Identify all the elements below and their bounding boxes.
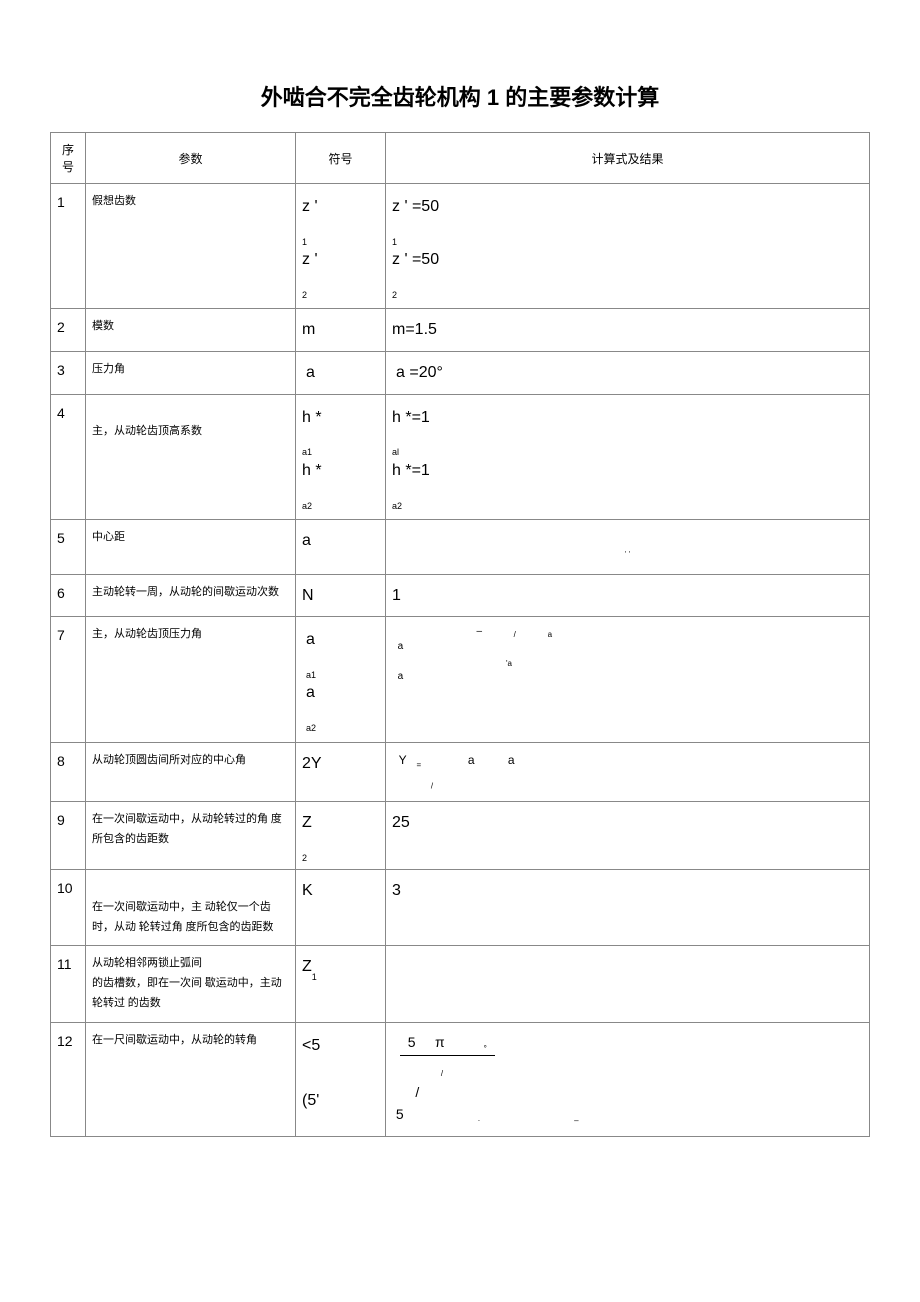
sym-text: h *	[302, 409, 322, 426]
sym-cell: Z1	[296, 946, 386, 1022]
sym-sub: 1	[302, 237, 307, 247]
calc-cell: 3	[386, 870, 870, 946]
calc-cell	[386, 946, 870, 1022]
sym-sub: a1	[306, 670, 316, 680]
sym-text: Z	[302, 958, 312, 975]
sym-cell: Z2	[296, 801, 386, 869]
sym-text: h *	[302, 462, 322, 479]
sym-text: Z	[302, 814, 312, 831]
param-cell: 在一次间歇运动中，主 动轮仅一个齿时，从动 轮转过角 度所包含的齿距数	[86, 870, 296, 946]
sym-cell: <5 (5'	[296, 1022, 386, 1136]
calc-cell: z ' =50 1 z ' =50 2	[386, 184, 870, 309]
param-cell: 主动轮转一周，从动轮的间歇运动次数	[86, 574, 296, 617]
seq-cell: 11	[51, 946, 86, 1022]
sym-cell: a	[296, 519, 386, 574]
seq-cell: 5	[51, 519, 86, 574]
param-cell: 从动轮相邻两锁止弧间 的齿槽数，即在一次间 歇运动中，主动轮转过 的齿数	[86, 946, 296, 1022]
sym-cell: N	[296, 574, 386, 617]
calc-cell: 25	[386, 801, 870, 869]
sym-text: a	[306, 631, 315, 648]
calc-cell: m=1.5	[386, 309, 870, 352]
sym-cell: m	[296, 309, 386, 352]
header-sym: 符号	[296, 133, 386, 184]
calc-text: z ' =50	[392, 198, 439, 215]
seq-cell: 6	[51, 574, 86, 617]
calc-cell: ' '	[386, 519, 870, 574]
param-cell: 压力角	[86, 351, 296, 394]
sym-cell: a a1 a a2	[296, 617, 386, 742]
seq-cell: 7	[51, 617, 86, 742]
calc-cell: 5 π ° / / 5 · –	[386, 1022, 870, 1136]
calc-sub: al	[392, 447, 399, 457]
table-row: 1 假想齿数 z ' 1 z ' 2 z ' =50 1 z ' =50 2	[51, 184, 870, 309]
sym-cell: K	[296, 870, 386, 946]
sym-cell: h * a1 h * a2	[296, 394, 386, 519]
sym-sub: 2	[302, 853, 307, 863]
table-row: 9 在一次间歇运动中，从动轮转过的角 度所包含的齿距数 Z2 25	[51, 801, 870, 869]
parameter-table: 序号 参数 符号 计算式及结果 1 假想齿数 z ' 1 z ' 2 z ' =50…	[50, 132, 870, 1137]
table-row: 8 从动轮顶圆齿间所对应的中心角 2Y Y = a a /	[51, 742, 870, 801]
param-cell: 假想齿数	[86, 184, 296, 309]
calc-sub: 2	[392, 290, 397, 300]
sym-sub: a1	[302, 447, 312, 457]
sym-sub: 1	[312, 972, 317, 982]
calc-text: h *=1	[392, 462, 430, 479]
table-row: 6 主动轮转一周，从动轮的间歇运动次数 N 1	[51, 574, 870, 617]
seq-cell: 8	[51, 742, 86, 801]
table-row: 2 模数 m m=1.5	[51, 309, 870, 352]
param-cell: 在一尺间歇运动中，从动轮的转角	[86, 1022, 296, 1136]
seq-cell: 1	[51, 184, 86, 309]
sym-text: z '	[302, 198, 318, 215]
param-cell: 主，从动轮齿顶压力角	[86, 617, 296, 742]
param-cell: 从动轮顶圆齿间所对应的中心角	[86, 742, 296, 801]
param-cell: 主，从动轮齿顶高系数	[86, 394, 296, 519]
sym-sub: a2	[302, 501, 312, 511]
calc-text: h *=1	[392, 409, 430, 426]
calc-sub: 1	[392, 237, 397, 247]
table-row: 5 中心距 a ' '	[51, 519, 870, 574]
table-row: 10 在一次间歇运动中，主 动轮仅一个齿时，从动 轮转过角 度所包含的齿距数 K…	[51, 870, 870, 946]
calc-cell: Y = a a /	[386, 742, 870, 801]
calc-cell: h *=1 al h *=1 a2	[386, 394, 870, 519]
calc-sub: a2	[392, 501, 402, 511]
table-row: 4 主，从动轮齿顶高系数 h * a1 h * a2 h *=1 al h *=1 a2	[51, 394, 870, 519]
seq-cell: 12	[51, 1022, 86, 1136]
sym-cell: a	[296, 351, 386, 394]
header-calc: 计算式及结果	[386, 133, 870, 184]
calc-cell: – / a a 'a a	[386, 617, 870, 742]
table-row: 3 压力角 a a =20°	[51, 351, 870, 394]
seq-cell: 3	[51, 351, 86, 394]
param-cell: 在一次间歇运动中，从动轮转过的角 度所包含的齿距数	[86, 801, 296, 869]
calc-cell: 1	[386, 574, 870, 617]
seq-cell: 10	[51, 870, 86, 946]
sym-sub: 2	[302, 290, 307, 300]
sym-sub: a2	[306, 723, 316, 733]
header-seq: 序号	[51, 133, 86, 184]
page-title: 外啮合不完全齿轮机构 1 的主要参数计算	[50, 80, 870, 112]
sym-cell: 2Y	[296, 742, 386, 801]
table-row: 12 在一尺间歇运动中，从动轮的转角 <5 (5' 5 π ° / / 5 · …	[51, 1022, 870, 1136]
sym-text: z '	[302, 251, 318, 268]
param-cell: 模数	[86, 309, 296, 352]
sym-text: <5	[302, 1033, 379, 1059]
seq-cell: 9	[51, 801, 86, 869]
sym-text: a	[306, 684, 315, 701]
calc-text: z ' =50	[392, 251, 439, 268]
sym-cell: z ' 1 z ' 2	[296, 184, 386, 309]
table-row: 11 从动轮相邻两锁止弧间 的齿槽数，即在一次间 歇运动中，主动轮转过 的齿数 …	[51, 946, 870, 1022]
seq-cell: 4	[51, 394, 86, 519]
calc-cell: a =20°	[386, 351, 870, 394]
seq-cell: 2	[51, 309, 86, 352]
table-row: 7 主，从动轮齿顶压力角 a a1 a a2 – / a a 'a a	[51, 617, 870, 742]
param-cell: 中心距	[86, 519, 296, 574]
sym-text: (5'	[302, 1088, 379, 1114]
table-header-row: 序号 参数 符号 计算式及结果	[51, 133, 870, 184]
header-param: 参数	[86, 133, 296, 184]
